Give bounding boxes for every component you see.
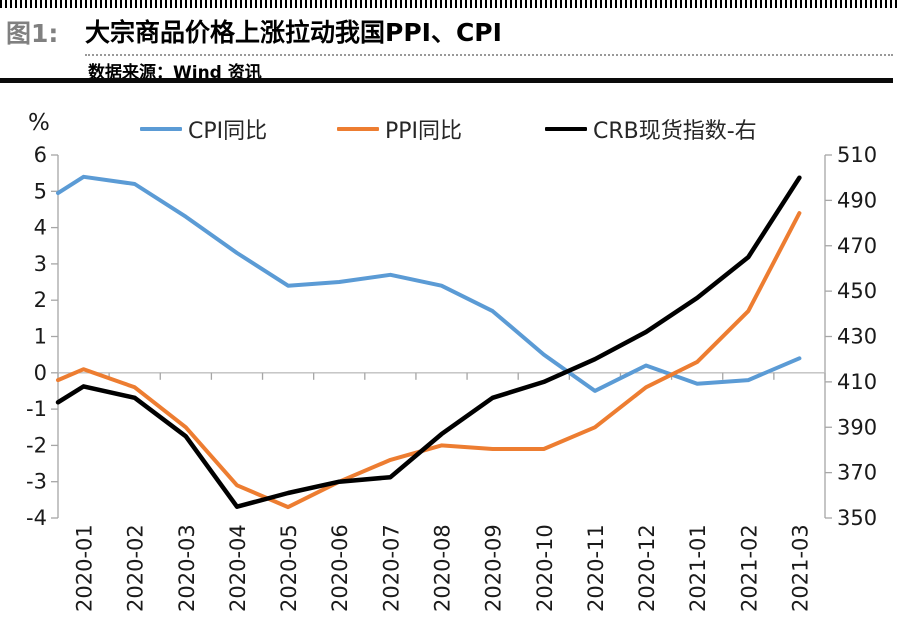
x-axis-label: 2021-01	[686, 524, 710, 612]
left-axis-tick-label: 4	[34, 216, 47, 240]
left-axis-tick-label: -3	[26, 470, 47, 494]
legend-label-cpi: CPI同比	[188, 119, 268, 144]
x-axis-label: 2020-04	[226, 524, 250, 612]
series-line-1	[56, 211, 802, 510]
x-axis-label: 2020-01	[73, 524, 97, 612]
legend-item-cpi: CPI同比	[140, 113, 267, 145]
left-axis-unit-label: %	[28, 110, 50, 136]
x-axis-label: 2021-03	[788, 524, 812, 612]
x-axis-label: 2020-07	[379, 524, 403, 612]
chart-svg: 2020-01 2020-02 2020-03 2020-04 2020-05 2020-…	[26, 143, 877, 612]
right-axis-tick-label: 370	[837, 461, 877, 485]
legend-item-crb: CRB现货指数-右	[545, 113, 757, 145]
left-axis-tick-label: 3	[34, 252, 47, 276]
x-axis-label: 2020-06	[328, 524, 352, 612]
x-axis-label: 2020-09	[482, 524, 506, 612]
legend-swatch-cpi	[140, 127, 182, 131]
title-separator	[85, 54, 893, 56]
chart-area: % CPI同比 PPI同比 CRB现货指数-右 2020-01 2020-02 20…	[0, 85, 900, 625]
left-axis-tick-label: 6	[34, 143, 47, 167]
x-axis-labels: 2020-01 2020-02 2020-03 2020-04 2020-05 2020-…	[73, 524, 813, 612]
left-axis-tick-label: -1	[26, 397, 47, 421]
axes	[51, 154, 832, 519]
figure-tag: 图1:	[6, 19, 59, 48]
x-axis-label: 2020-02	[124, 524, 148, 612]
right-axis-tick-label: 410	[837, 370, 877, 394]
x-axis-label: 2020-11	[584, 524, 608, 612]
x-axis-label: 2020-08	[431, 524, 455, 612]
right-axis-tick-label: 470	[837, 234, 877, 258]
right-axis-tick-label: 430	[837, 325, 877, 349]
series-lines	[55, 174, 802, 510]
x-axis-label: 2021-02	[737, 524, 761, 612]
header-rule	[0, 78, 893, 83]
left-axis-tick-label: -2	[26, 433, 47, 457]
x-axis-label: 2020-03	[175, 524, 199, 612]
legend-swatch-ppi	[337, 127, 379, 131]
x-axis-label: 2020-12	[635, 524, 659, 612]
series-line-2	[55, 175, 802, 509]
right-axis-tick-label: 350	[837, 506, 877, 530]
right-axis-tick-label: 510	[837, 143, 877, 167]
legend-item-ppi: PPI同比	[337, 113, 462, 145]
right-axis-tick-label: 450	[837, 279, 877, 303]
series-line-0	[56, 174, 802, 393]
left-axis-tick-label: 0	[34, 361, 47, 385]
figure-title: 大宗商品价格上涨拉动我国PPI、CPI	[85, 18, 502, 47]
right-axis-tick-label: 490	[837, 188, 877, 212]
legend-label-ppi: PPI同比	[385, 119, 463, 144]
left-axis-tick-label: 2	[34, 288, 47, 312]
legend-label-crb: CRB现货指数-右	[593, 119, 757, 144]
x-axis-label: 2020-10	[533, 524, 557, 612]
x-axis-label: 2020-05	[277, 524, 301, 612]
perforation-border	[0, 0, 898, 8]
legend-swatch-crb	[545, 127, 587, 131]
left-axis-tick-label: 1	[34, 325, 47, 349]
left-axis-tick-label: 5	[34, 179, 47, 203]
y-axis-labels: 6 5 4 3 2 1 0 -1 -2 -3 -4 510 490 470 450 430 410 390 370 3…	[26, 143, 877, 530]
figure-header: 图1: 大宗商品价格上涨拉动我国PPI、CPI 数据来源：Wind 资讯	[0, 0, 900, 85]
right-axis-tick-label: 390	[837, 415, 877, 439]
left-axis-tick-label: -4	[26, 506, 47, 530]
